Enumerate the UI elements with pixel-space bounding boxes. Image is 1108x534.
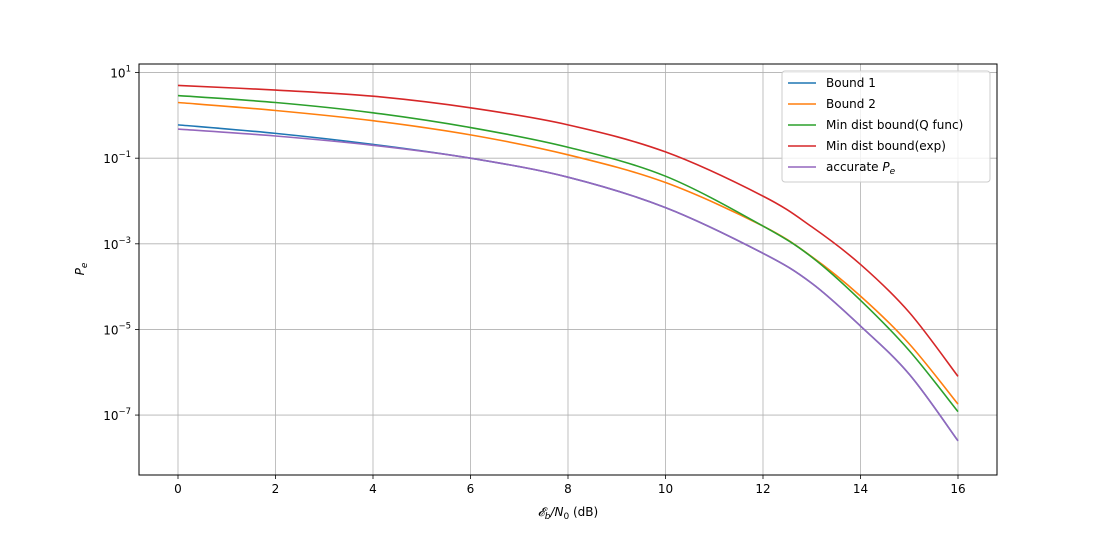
series-line-4: [177, 84, 959, 377]
y-tick-label: 101: [110, 65, 131, 81]
x-tick-label: 10: [658, 482, 673, 496]
y-tick-label: 10−7: [103, 407, 131, 423]
y-tick-label: 10−3: [103, 236, 131, 252]
legend-label: Min dist bound(Q func): [826, 118, 963, 132]
y-tick-label: 10−1: [103, 150, 131, 166]
x-tick-label: 14: [853, 482, 868, 496]
legend-label: Min dist bound(exp): [826, 139, 946, 153]
series-line-3: [177, 94, 959, 413]
y-tick-label: 10−5: [103, 321, 131, 337]
series-line-2: [177, 101, 959, 405]
x-tick-label: 4: [369, 482, 377, 496]
x-axis-label-b-sub: b: [545, 512, 551, 522]
x-tick-label: 8: [564, 482, 572, 496]
legend-label: Bound 2: [826, 97, 876, 111]
legend-label: accurate Pe: [826, 160, 896, 177]
y-axis-label-p: P: [73, 267, 87, 275]
x-axis-label-zero-sub: 0: [563, 512, 569, 522]
x-tick-label: 6: [467, 482, 475, 496]
legend: Bound 1 Bound 2 Min dist bound(Q func) Min …: [781, 70, 991, 183]
x-axis-label: 𝓔b/N0 (dB): [538, 505, 598, 522]
ticks: 0 2 4 6 8 10 12 14 16 101 10−1 10−3 10−5 10−7: [103, 65, 965, 496]
x-tick-label: 2: [272, 482, 280, 496]
x-axis-label-e: 𝓔: [538, 505, 548, 519]
x-axis-label-slash-n: /N: [549, 505, 563, 519]
series-line-5: [177, 128, 959, 442]
y-axis-label: Pe: [73, 262, 90, 275]
x-tick-label: 12: [755, 482, 770, 496]
x-tick-label: 0: [174, 482, 182, 496]
x-tick-label: 16: [950, 482, 965, 496]
y-axis-label-e-sub: e: [80, 262, 90, 268]
series-layer: [177, 84, 959, 442]
legend-label: Bound 1: [826, 76, 876, 90]
legend-box: [781, 70, 991, 183]
x-axis-label-units: (dB): [569, 505, 598, 519]
